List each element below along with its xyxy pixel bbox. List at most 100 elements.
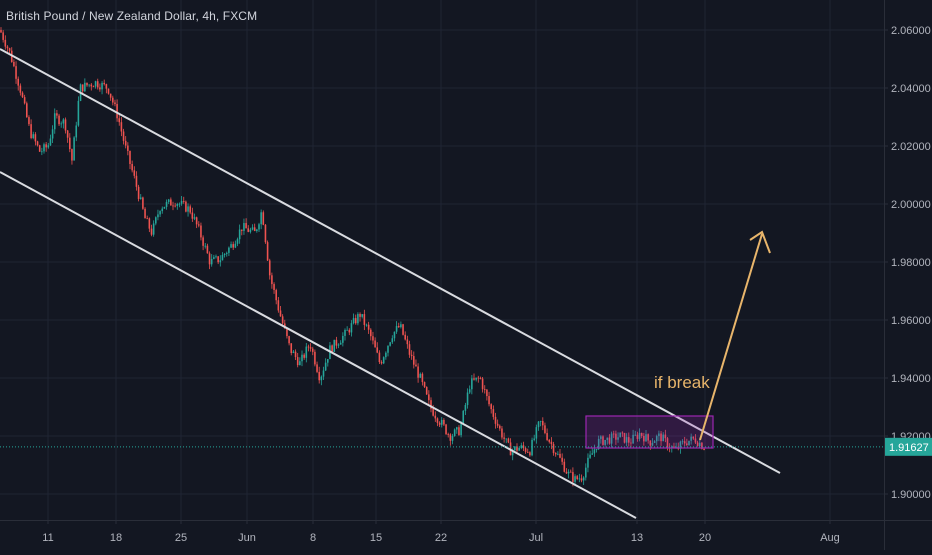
candle: [258, 222, 260, 233]
candle: [576, 474, 578, 481]
candle: [142, 196, 144, 210]
candle: [90, 83, 93, 91]
candle: [243, 218, 245, 235]
candle: [563, 458, 566, 473]
candle: [400, 321, 402, 329]
channel-upper-line[interactable]: [0, 48, 781, 474]
candle: [619, 432, 621, 438]
candle: [118, 113, 121, 126]
candle: [681, 439, 684, 445]
candle: [634, 430, 637, 436]
candle: [529, 451, 531, 457]
candle: [466, 388, 469, 409]
candle: [139, 194, 142, 200]
candle: [99, 83, 101, 92]
candle: [6, 45, 9, 53]
candle: [137, 184, 140, 202]
breakout-arrow-shaft[interactable]: [699, 233, 763, 441]
candle: [208, 251, 211, 270]
candle: [357, 312, 359, 326]
candle: [372, 331, 374, 345]
price-axis-panel[interactable]: [885, 0, 932, 550]
candle: [542, 417, 544, 431]
candle: [81, 84, 84, 95]
y-tick-label: 2.04000: [891, 83, 931, 95]
candle: [694, 434, 697, 444]
candle: [116, 99, 118, 122]
breakout-arrow-head: [749, 230, 771, 254]
candle: [561, 453, 563, 465]
candle: [385, 351, 387, 360]
consolidation-box[interactable]: [585, 415, 714, 449]
candle: [604, 439, 606, 447]
candle: [94, 80, 97, 89]
candle: [419, 372, 422, 378]
candle: [193, 213, 196, 221]
candle: [462, 409, 465, 426]
candle: [129, 150, 131, 170]
candle: [150, 224, 153, 237]
candle: [587, 453, 589, 473]
candle: [260, 209, 262, 230]
candle: [473, 373, 475, 381]
candle: [161, 206, 164, 214]
x-tick-label: 18: [110, 532, 122, 544]
candle: [492, 405, 495, 420]
candle: [406, 335, 409, 349]
candle: [318, 366, 320, 384]
candle: [514, 445, 516, 452]
candle: [335, 336, 338, 349]
x-tick-label: 11: [42, 532, 53, 544]
time-axis-panel[interactable]: [0, 521, 932, 550]
candle: [64, 117, 67, 134]
candle: [526, 448, 529, 454]
candle: [632, 429, 634, 444]
candle: [580, 474, 583, 483]
candle: [2, 30, 4, 43]
candle: [49, 134, 52, 146]
candle: [638, 428, 641, 442]
candle: [148, 217, 151, 233]
candle: [73, 136, 75, 161]
candle: [84, 78, 86, 92]
candle: [253, 223, 256, 232]
candle: [651, 438, 654, 447]
candle: [662, 432, 664, 442]
candle: [425, 386, 428, 396]
candle: [417, 363, 419, 383]
channel-lower-line[interactable]: [0, 171, 637, 519]
candle: [630, 438, 632, 448]
candle: [354, 314, 357, 325]
candle: [479, 376, 482, 380]
candle: [591, 448, 594, 455]
candle: [382, 356, 385, 365]
candle: [610, 431, 613, 448]
candle: [438, 421, 441, 428]
y-tick-label: 2.06000: [891, 25, 931, 37]
candle: [481, 377, 484, 393]
candle: [109, 93, 112, 101]
candle: [337, 343, 340, 349]
candle: [88, 84, 90, 88]
candle: [595, 449, 598, 453]
candle: [370, 328, 372, 341]
candle: [249, 227, 252, 234]
candle: [178, 202, 181, 208]
candle: [602, 435, 604, 446]
candle: [299, 357, 301, 366]
candle: [189, 204, 191, 215]
candle: [36, 140, 39, 147]
candle: [636, 431, 639, 442]
x-tick-label: 25: [175, 532, 187, 544]
candle: [507, 437, 510, 444]
candle: [45, 141, 47, 152]
candle: [640, 432, 643, 439]
candle: [535, 424, 538, 444]
candle: [522, 441, 525, 451]
candle: [468, 385, 471, 394]
candle: [374, 337, 376, 348]
candle: [301, 350, 303, 367]
